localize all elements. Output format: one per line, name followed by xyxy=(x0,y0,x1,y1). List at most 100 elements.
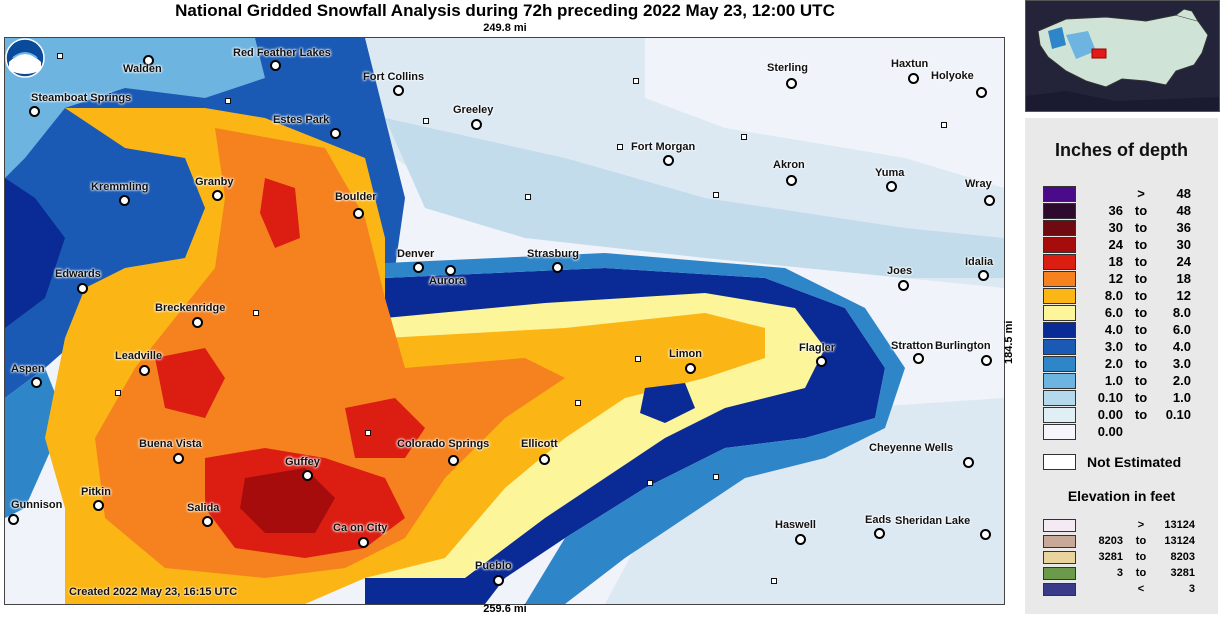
legend-high: 18 xyxy=(1176,271,1191,286)
legend-to: > xyxy=(1137,186,1145,201)
legend-row: > 48 xyxy=(1043,186,1213,203)
legend-high: 48 xyxy=(1176,186,1191,201)
city-marker xyxy=(913,353,924,364)
legend-to: to xyxy=(1134,339,1148,354)
legend-row: 0.10 to 1.0 xyxy=(1043,390,1213,407)
city-marker xyxy=(143,55,154,66)
legend-low: 36 xyxy=(1108,203,1123,218)
legend-to: to xyxy=(1134,390,1148,405)
elevation-to: to xyxy=(1135,551,1147,563)
legend-row: 3.0 to 4.0 xyxy=(1043,339,1213,356)
city-label-pueblo: Pueblo xyxy=(475,560,512,572)
city-marker xyxy=(119,195,130,206)
elevation-high: 3 xyxy=(1188,583,1195,595)
legend-to: to xyxy=(1134,288,1148,303)
city-label-canon-city: Ca on City xyxy=(333,522,388,534)
legend-high: 8.0 xyxy=(1172,305,1191,320)
elevation-to: to xyxy=(1135,535,1147,547)
legend-to: to xyxy=(1134,237,1148,252)
city-marker xyxy=(978,270,989,281)
legend-row: 6.0 to 8.0 xyxy=(1043,305,1213,322)
us-locator-inset xyxy=(1025,0,1220,112)
city-marker xyxy=(685,363,696,374)
legend-to: to xyxy=(1134,271,1148,286)
legend-high: 48 xyxy=(1176,203,1191,218)
city-label-aspen: Aspen xyxy=(11,363,45,375)
city-label-limon: Limon xyxy=(669,348,702,360)
elevation-low: 3 xyxy=(1116,567,1123,579)
city-marker xyxy=(874,528,885,539)
legend-low: 3.0 xyxy=(1104,339,1123,354)
legend-row: 30 to 36 xyxy=(1043,220,1213,237)
city-label-estes-park: Estes Park xyxy=(273,114,330,126)
elevation-legend-title: Elevation in feet xyxy=(1067,488,1176,504)
city-label-granby: Granby xyxy=(195,176,234,188)
legend-swatch xyxy=(1043,203,1076,219)
city-label-salida: Salida xyxy=(187,502,220,514)
legend-high: 36 xyxy=(1176,220,1191,235)
city-label-guffey: Guffey xyxy=(285,456,320,468)
legend-low: 1.0 xyxy=(1104,373,1123,388)
city-label-edwards: Edwards xyxy=(55,268,101,280)
legend-row: 8.0 to 12 xyxy=(1043,288,1213,305)
legend-row: 36 to 48 xyxy=(1043,203,1213,220)
station-marker xyxy=(713,474,719,480)
legend-panel: Inches of depth > 48 36 to 48 30 to 36 2… xyxy=(1025,118,1218,614)
station-marker xyxy=(617,144,623,150)
city-marker xyxy=(330,128,341,139)
legend-swatch xyxy=(1043,339,1076,355)
station-marker xyxy=(635,356,641,362)
legend-swatch xyxy=(1043,454,1076,470)
city-label-ellicott: Ellicott xyxy=(521,438,558,450)
city-marker xyxy=(31,377,42,388)
station-marker xyxy=(423,118,429,124)
city-label-greeley: Greeley xyxy=(453,104,494,116)
city-label-stratton: Stratton xyxy=(891,340,934,352)
city-marker xyxy=(413,262,424,273)
city-marker xyxy=(192,317,203,328)
city-label-akron: Akron xyxy=(773,159,805,171)
legend-low: 8.0 xyxy=(1104,288,1123,303)
elevation-row: < 3 xyxy=(1043,583,1213,596)
station-marker xyxy=(713,192,719,198)
legend-to: to xyxy=(1134,220,1148,235)
scale-right: 184.5 mi xyxy=(1003,320,1015,364)
elevation-high: 13124 xyxy=(1164,519,1195,531)
city-label-flagler: Flagler xyxy=(799,342,836,354)
elevation-swatch xyxy=(1043,551,1076,564)
legend-to: to xyxy=(1134,305,1148,320)
legend-row: 12 to 18 xyxy=(1043,271,1213,288)
station-marker xyxy=(771,578,777,584)
legend-row: 0.00 xyxy=(1043,424,1213,441)
city-label-colorado-springs: Colorado Springs xyxy=(397,438,490,450)
city-label-red-feather-lakes: Red Feather Lakes xyxy=(233,47,331,59)
city-label-strasburg: Strasburg xyxy=(527,248,579,260)
station-marker xyxy=(57,53,63,59)
legend-high: 24 xyxy=(1176,254,1191,269)
city-marker xyxy=(886,181,897,192)
station-marker xyxy=(575,400,581,406)
elevation-high: 8203 xyxy=(1170,551,1195,563)
city-marker xyxy=(8,514,19,525)
legend-to: to xyxy=(1134,356,1148,371)
legend-high: 0.10 xyxy=(1165,407,1191,422)
legend-low: 0.00 xyxy=(1097,424,1123,439)
city-label-idalia: Idalia xyxy=(965,256,994,268)
city-marker xyxy=(139,365,150,376)
legend-to: to xyxy=(1134,203,1148,218)
city-marker xyxy=(77,283,88,294)
legend-high: 2.0 xyxy=(1172,373,1191,388)
legend-swatch xyxy=(1043,407,1076,423)
noaa-logo xyxy=(5,38,45,78)
legend-low: 0.00 xyxy=(1097,407,1123,422)
legend-high: 3.0 xyxy=(1172,356,1191,371)
city-marker xyxy=(786,78,797,89)
legend-swatch xyxy=(1043,322,1076,338)
legend-swatch xyxy=(1043,271,1076,287)
city-label-leadville: Leadville xyxy=(115,350,163,362)
legend-low: 4.0 xyxy=(1104,322,1123,337)
legend-swatch xyxy=(1043,356,1076,372)
legend-row: 1.0 to 2.0 xyxy=(1043,373,1213,390)
elevation-swatch xyxy=(1043,567,1076,580)
city-marker xyxy=(448,455,459,466)
